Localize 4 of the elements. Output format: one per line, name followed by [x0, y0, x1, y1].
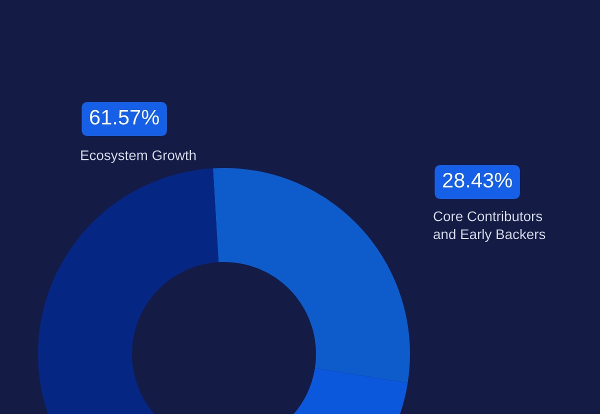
data-label: 28.43% — [443, 172, 512, 188]
slice-label: Ecosystem Growth — [81, 150, 196, 163]
slice-label: Core Contributors and Early Backers — [434, 211, 546, 242]
data-label: 61.57% — [90, 110, 159, 125]
